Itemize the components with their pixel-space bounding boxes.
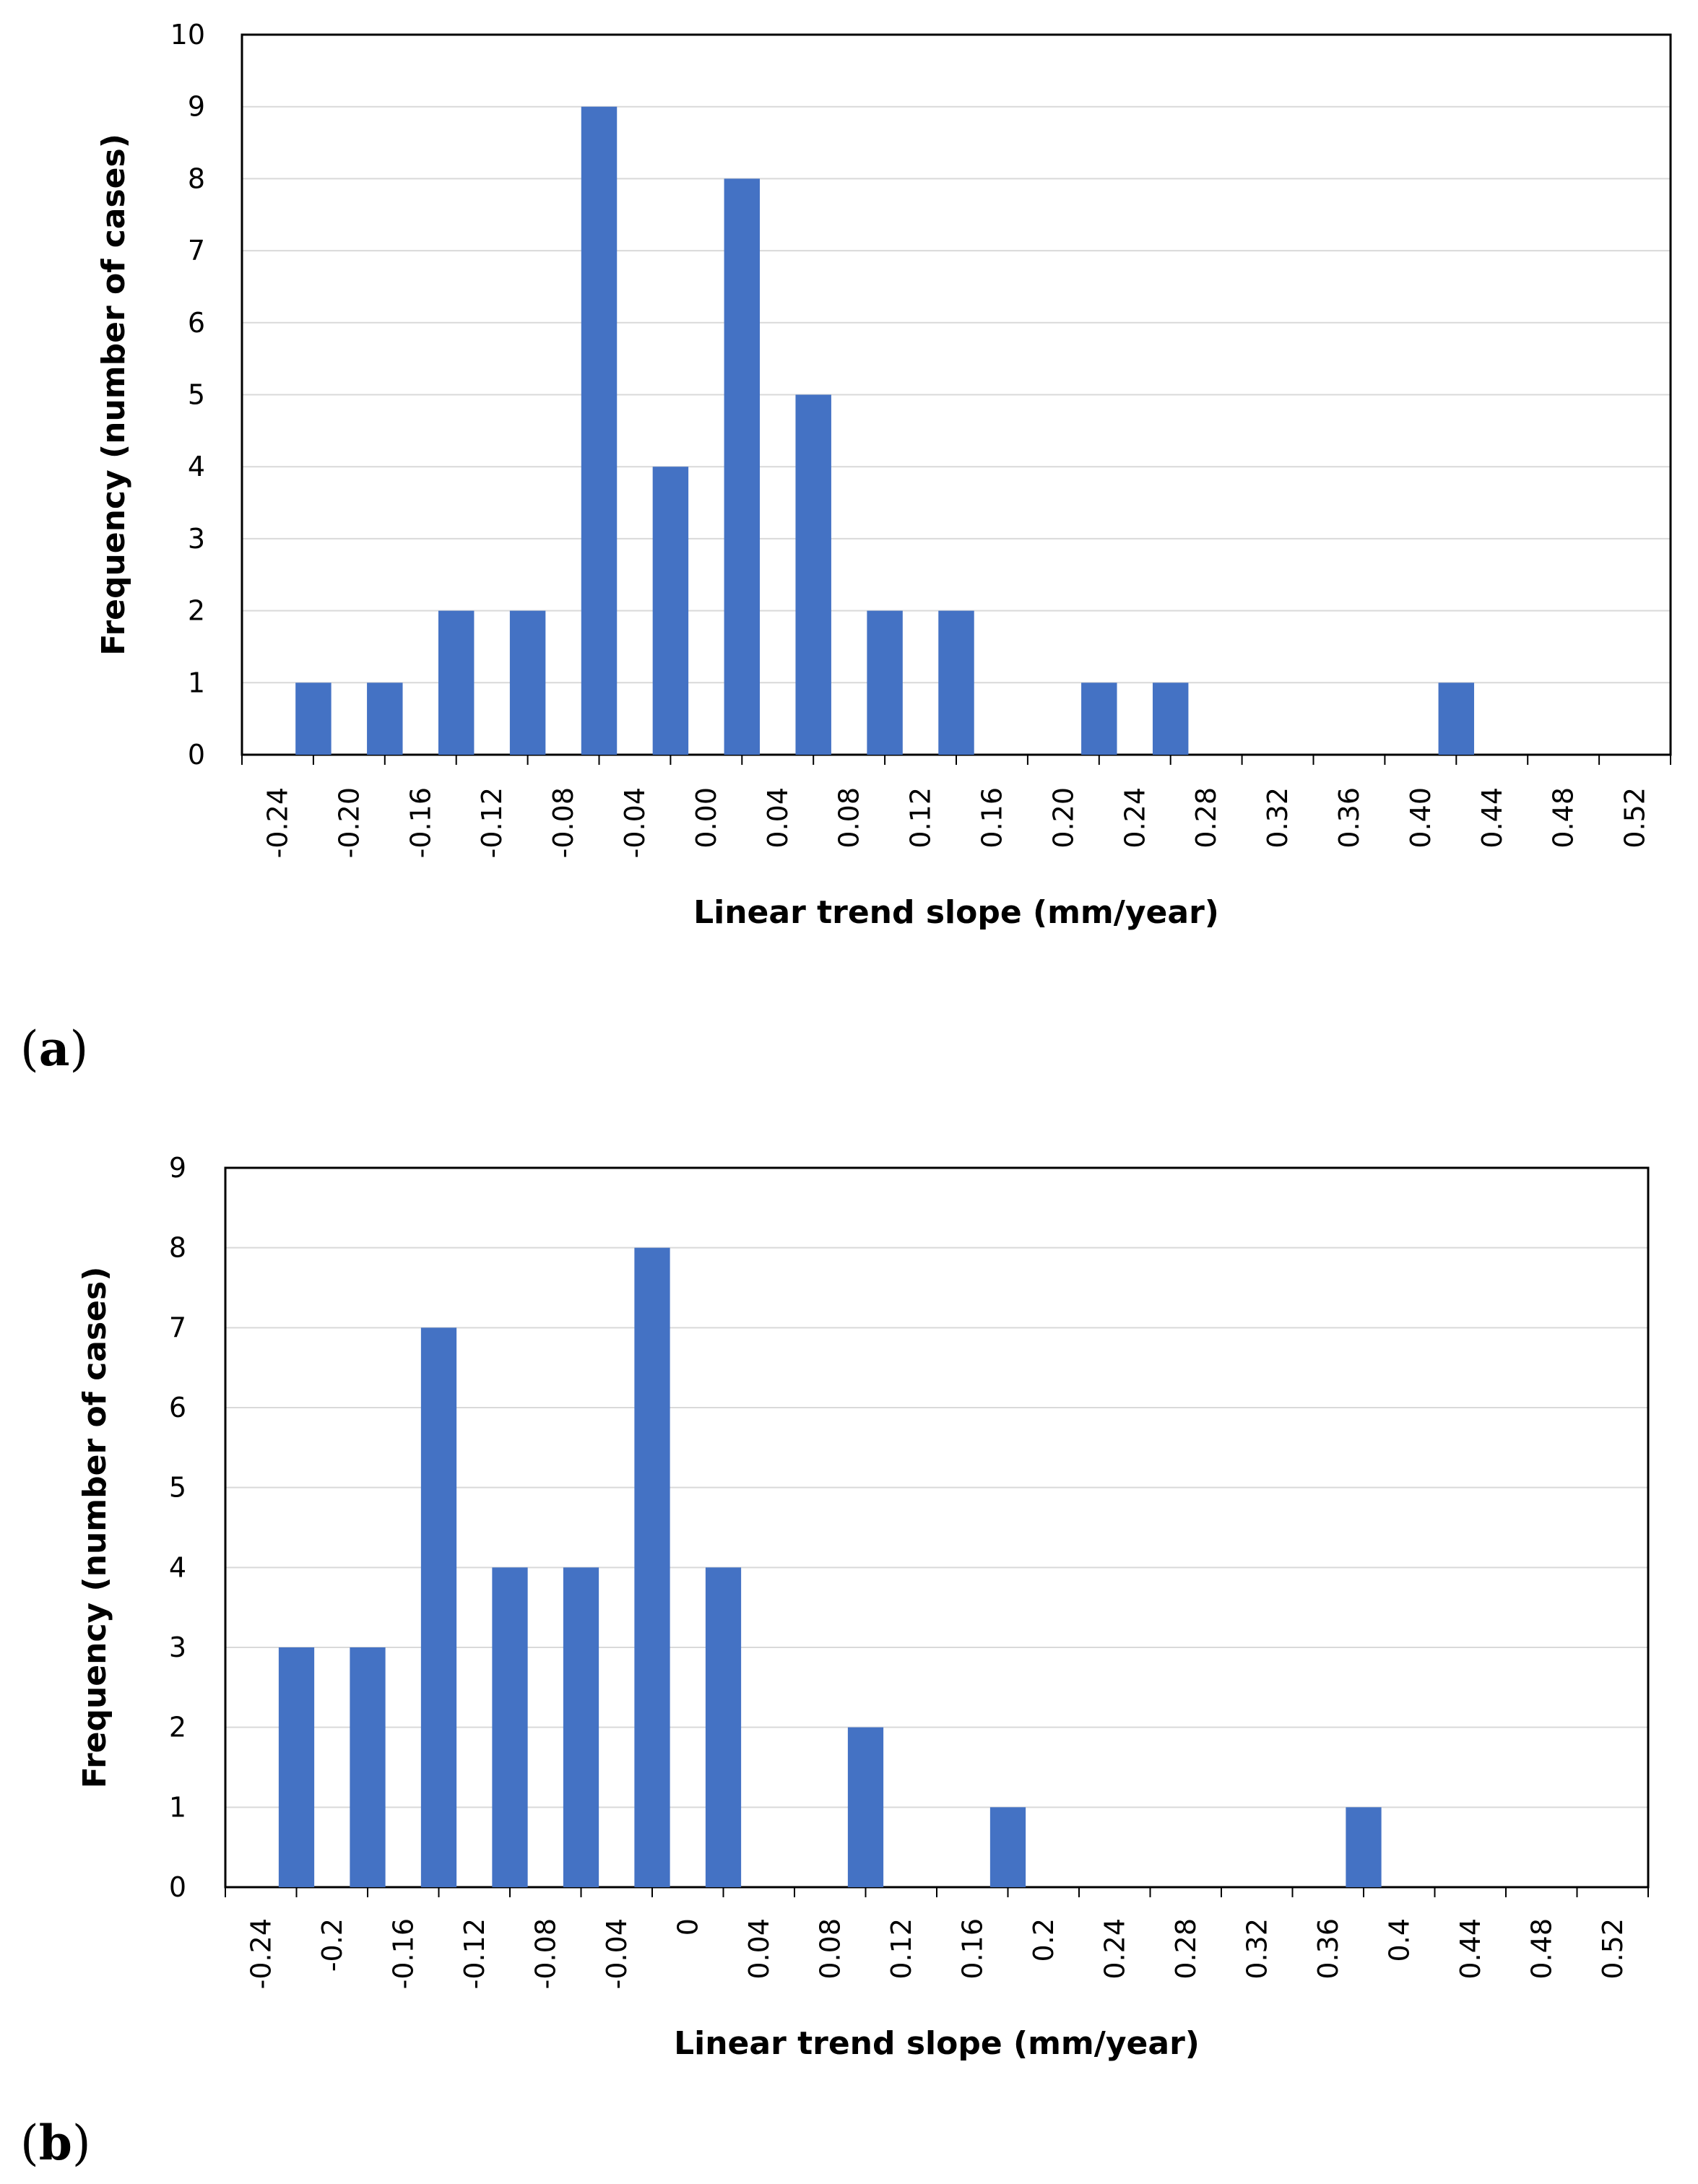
panel-letter: b: [39, 2115, 72, 2171]
x-tick-label: 0.00: [690, 787, 722, 849]
x-tick-label: 0.04: [762, 787, 794, 849]
bar: [563, 1567, 599, 1887]
x-tick-label: -0.24: [245, 1918, 277, 1989]
x-tick-label: 0.32: [1241, 1918, 1273, 1980]
x-tick-label: -0.04: [601, 1918, 633, 1989]
x-tick-label: 0.24: [1119, 787, 1151, 849]
x-tick-label: -0.20: [333, 787, 365, 858]
y-axis-title: Frequency (number of cases): [77, 1267, 113, 1789]
x-tick-label: -0.12: [476, 787, 508, 858]
y-tick-label: 0: [169, 1871, 186, 1903]
y-tick-label: 2: [169, 1712, 186, 1743]
chart-b: 0 1 2 3 4 5 6 7 8 9 -0.24 -0.2 -0.16 -0.12 -0.08 -0.04 0…: [20, 1152, 1650, 2171]
x-tick-label: 0.24: [1099, 1918, 1130, 1980]
x-tick-label: -0.04: [619, 787, 651, 858]
x-tick-label: 0.44: [1476, 787, 1508, 849]
x-tick-label: 0.36: [1312, 1918, 1344, 1980]
y-axis-title: Frequency (number of cases): [95, 134, 132, 656]
x-tick-label: 0.48: [1548, 787, 1580, 849]
x-tick-label: -0.08: [529, 1918, 561, 1989]
y-tick-label: 5: [169, 1472, 186, 1504]
chart-a: 0 1 2 3 4 5 6 7 8 9 10 -0.24 -0.20 -0.16 -0.12 -0.08 -0.…: [20, 19, 1672, 1077]
x-tick-label: 0.28: [1170, 1918, 1202, 1980]
x-tick-label: 0.40: [1405, 787, 1437, 849]
y-tick-label: 5: [188, 379, 205, 411]
x-tick-label: 0.2: [1028, 1918, 1060, 1962]
y-tick-label: 4: [169, 1551, 186, 1583]
x-tick-label: 0.16: [956, 1918, 988, 1980]
bar: [1081, 682, 1117, 755]
bar: [438, 610, 475, 755]
bar: [867, 610, 903, 755]
y-tick-label: 10: [170, 19, 205, 51]
bar: [1438, 682, 1475, 755]
bar: [295, 682, 332, 755]
y-tick-label: 6: [169, 1392, 186, 1424]
x-tick-label: 0.36: [1333, 787, 1365, 849]
bar: [847, 1727, 884, 1887]
x-tick-label: 0.08: [814, 1918, 846, 1980]
bar: [652, 467, 689, 755]
x-tick-label: 0.52: [1597, 1918, 1629, 1980]
bar: [492, 1567, 528, 1887]
x-tick-label: -0.2: [316, 1918, 348, 1972]
bar: [1152, 682, 1189, 755]
y-tick-label: 6: [188, 307, 205, 339]
y-tick-label: 1: [188, 667, 205, 698]
bar: [1346, 1807, 1382, 1887]
y-tick-label: 3: [169, 1632, 186, 1663]
x-tick-label: 0.12: [885, 1918, 917, 1980]
x-tick-label: 0.52: [1619, 787, 1651, 849]
x-tick-label: 0.32: [1262, 787, 1294, 849]
y-tick-label: 8: [169, 1232, 186, 1264]
y-tick-label: 9: [169, 1152, 186, 1184]
bar: [989, 1807, 1026, 1887]
y-tick-label: 9: [188, 91, 205, 123]
x-tick-label: 0.48: [1525, 1918, 1557, 1980]
x-tick-label: 0.44: [1455, 1918, 1486, 1980]
y-tick-label: 7: [188, 235, 205, 266]
bar: [420, 1327, 457, 1887]
x-tick-label: 0.4: [1383, 1918, 1415, 1962]
bar: [795, 394, 831, 755]
y-tick-label: 4: [188, 451, 205, 482]
y-tick-label: 3: [188, 523, 205, 555]
bar: [581, 106, 618, 755]
x-tick-label: 0.28: [1190, 787, 1222, 849]
bar: [724, 178, 761, 755]
y-tick-label: 7: [169, 1312, 186, 1343]
x-tick-label: -0.12: [459, 1918, 490, 1989]
bar: [350, 1647, 386, 1887]
x-axis-title: Linear trend slope (mm/year): [674, 2025, 1200, 2062]
bar: [705, 1567, 742, 1887]
panel-label: (b): [20, 2115, 91, 2171]
y-tick-label: 1: [169, 1791, 186, 1823]
x-tick-label: -0.16: [387, 1918, 419, 1989]
x-tick-label: -0.24: [261, 787, 293, 858]
bar: [509, 610, 546, 755]
x-tick-label: 0.16: [976, 787, 1008, 849]
bar: [367, 682, 403, 755]
x-axis-title: Linear trend slope (mm/year): [693, 894, 1219, 931]
y-tick-label: 2: [188, 595, 205, 627]
bar: [938, 610, 974, 755]
x-tick-label: 0.20: [1047, 787, 1079, 849]
x-tick-label: 0.08: [833, 787, 865, 849]
panel-label: (a): [20, 1020, 88, 1077]
x-tick-label: -0.16: [404, 787, 436, 858]
bar: [634, 1247, 670, 1887]
x-tick-label: -0.08: [547, 787, 579, 858]
y-tick-label: 0: [188, 739, 205, 771]
x-tick-label: 0.04: [743, 1918, 775, 1980]
x-tick-label: 0: [672, 1918, 703, 1936]
y-tick-label: 8: [188, 162, 205, 194]
bar: [278, 1647, 315, 1887]
x-tick-label: 0.12: [905, 787, 937, 849]
panel-letter: a: [39, 1020, 70, 1077]
